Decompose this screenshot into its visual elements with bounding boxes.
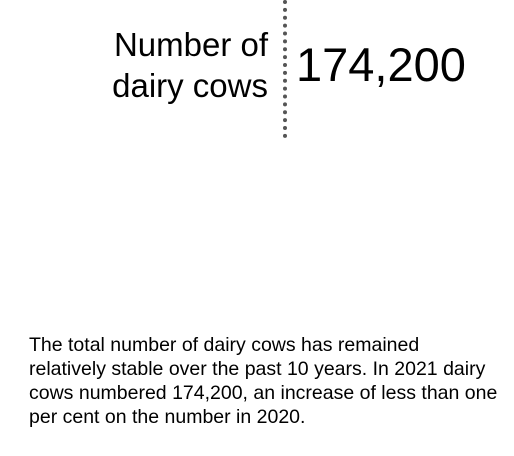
dotted-divider: [283, 0, 287, 138]
description-paragraph: The total number of dairy cows has remai…: [29, 334, 498, 428]
stat-label-line-1: Number of: [113, 26, 268, 63]
stat-label: Number of dairy cows: [112, 24, 268, 106]
stat-value: 174,200: [296, 38, 466, 91]
stat-label-line-2: dairy cows: [112, 67, 268, 104]
dairy-cows-stat: Number of dairy cows 174,200: [0, 0, 514, 150]
